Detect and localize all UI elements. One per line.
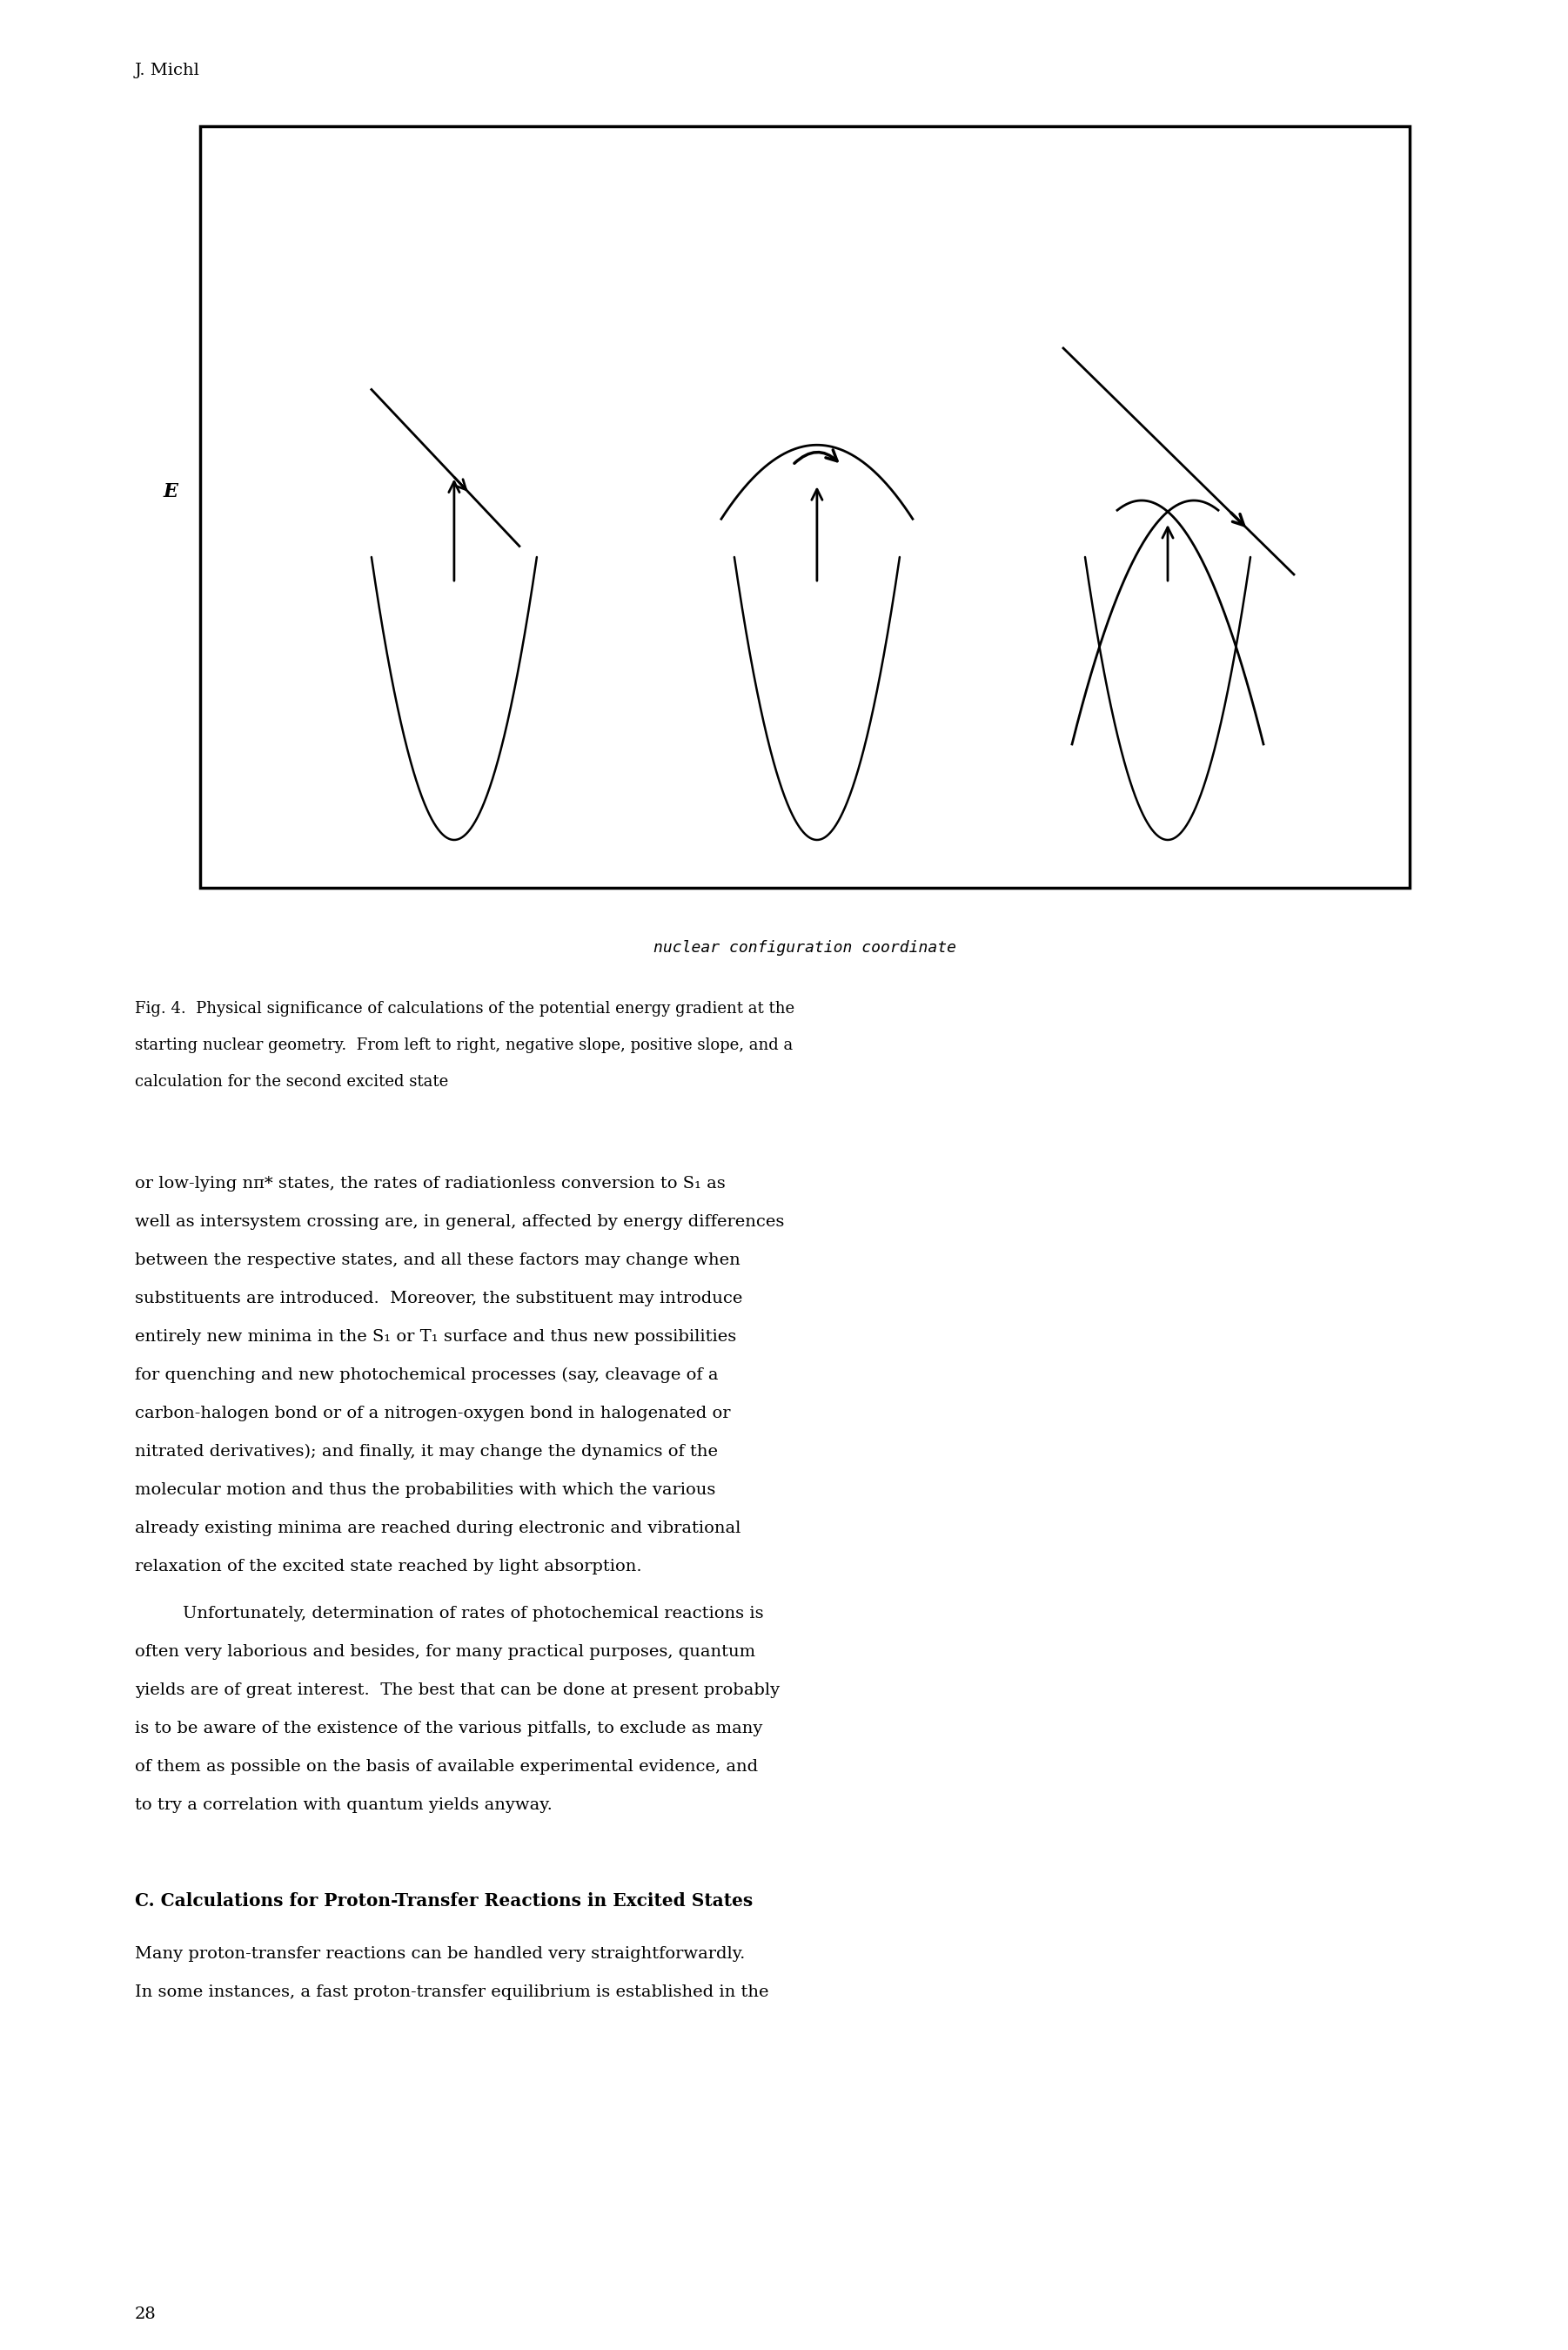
- Text: carbon-halogen bond or of a nitrogen-oxygen bond in halogenated or: carbon-halogen bond or of a nitrogen-oxy…: [135, 1405, 731, 1422]
- Text: between the respective states, and all these factors may change when: between the respective states, and all t…: [135, 1253, 740, 1269]
- Text: nitrated derivatives); and finally, it may change the dynamics of the: nitrated derivatives); and finally, it m…: [135, 1443, 718, 1459]
- Text: C. Calculations for Proton-Transfer Reactions in Excited States: C. Calculations for Proton-Transfer Reac…: [135, 1892, 753, 1911]
- Text: Fig. 4.  Physical significance of calculations of the potential energy gradient : Fig. 4. Physical significance of calcula…: [135, 1001, 795, 1018]
- Text: J. Michl: J. Michl: [135, 63, 201, 78]
- Text: well as intersystem crossing are, in general, affected by energy differences: well as intersystem crossing are, in gen…: [135, 1215, 784, 1229]
- Bar: [201, 127, 1410, 888]
- Text: relaxation of the excited state reached by light absorption.: relaxation of the excited state reached …: [135, 1558, 641, 1575]
- Text: to try a correlation with quantum yields anyway.: to try a correlation with quantum yields…: [135, 1798, 552, 1812]
- Text: often very laborious and besides, for many practical purposes, quantum: often very laborious and besides, for ma…: [135, 1645, 756, 1659]
- Text: of them as possible on the basis of available experimental evidence, and: of them as possible on the basis of avai…: [135, 1760, 757, 1774]
- Text: is to be aware of the existence of the various pitfalls, to exclude as many: is to be aware of the existence of the v…: [135, 1720, 762, 1737]
- Text: calculation for the second excited state: calculation for the second excited state: [135, 1074, 448, 1090]
- Text: Unfortunately, determination of rates of photochemical reactions is: Unfortunately, determination of rates of…: [183, 1605, 764, 1621]
- Text: for quenching and new photochemical processes (say, cleavage of a: for quenching and new photochemical proc…: [135, 1368, 718, 1384]
- Text: 28: 28: [135, 2305, 157, 2322]
- Text: nuclear configuration coordinate: nuclear configuration coordinate: [654, 940, 956, 956]
- Text: entirely new minima in the S₁ or T₁ surface and thus new possibilities: entirely new minima in the S₁ or T₁ surf…: [135, 1330, 737, 1344]
- Text: Many proton-transfer reactions can be handled very straightforwardly.: Many proton-transfer reactions can be ha…: [135, 1946, 745, 1962]
- Text: starting nuclear geometry.  From left to right, negative slope, positive slope, : starting nuclear geometry. From left to …: [135, 1036, 793, 1053]
- Text: substituents are introduced.  Moreover, the substituent may introduce: substituents are introduced. Moreover, t…: [135, 1290, 743, 1307]
- Text: yields are of great interest.  The best that can be done at present probably: yields are of great interest. The best t…: [135, 1683, 779, 1699]
- Text: already existing minima are reached during electronic and vibrational: already existing minima are reached duri…: [135, 1520, 740, 1537]
- Text: or low-lying nπ* states, the rates of radiationless conversion to S₁ as: or low-lying nπ* states, the rates of ra…: [135, 1175, 726, 1191]
- Text: E: E: [163, 482, 179, 501]
- Text: In some instances, a fast proton-transfer equilibrium is established in the: In some instances, a fast proton-transfe…: [135, 1983, 768, 2000]
- Text: molecular motion and thus the probabilities with which the various: molecular motion and thus the probabilit…: [135, 1483, 715, 1497]
